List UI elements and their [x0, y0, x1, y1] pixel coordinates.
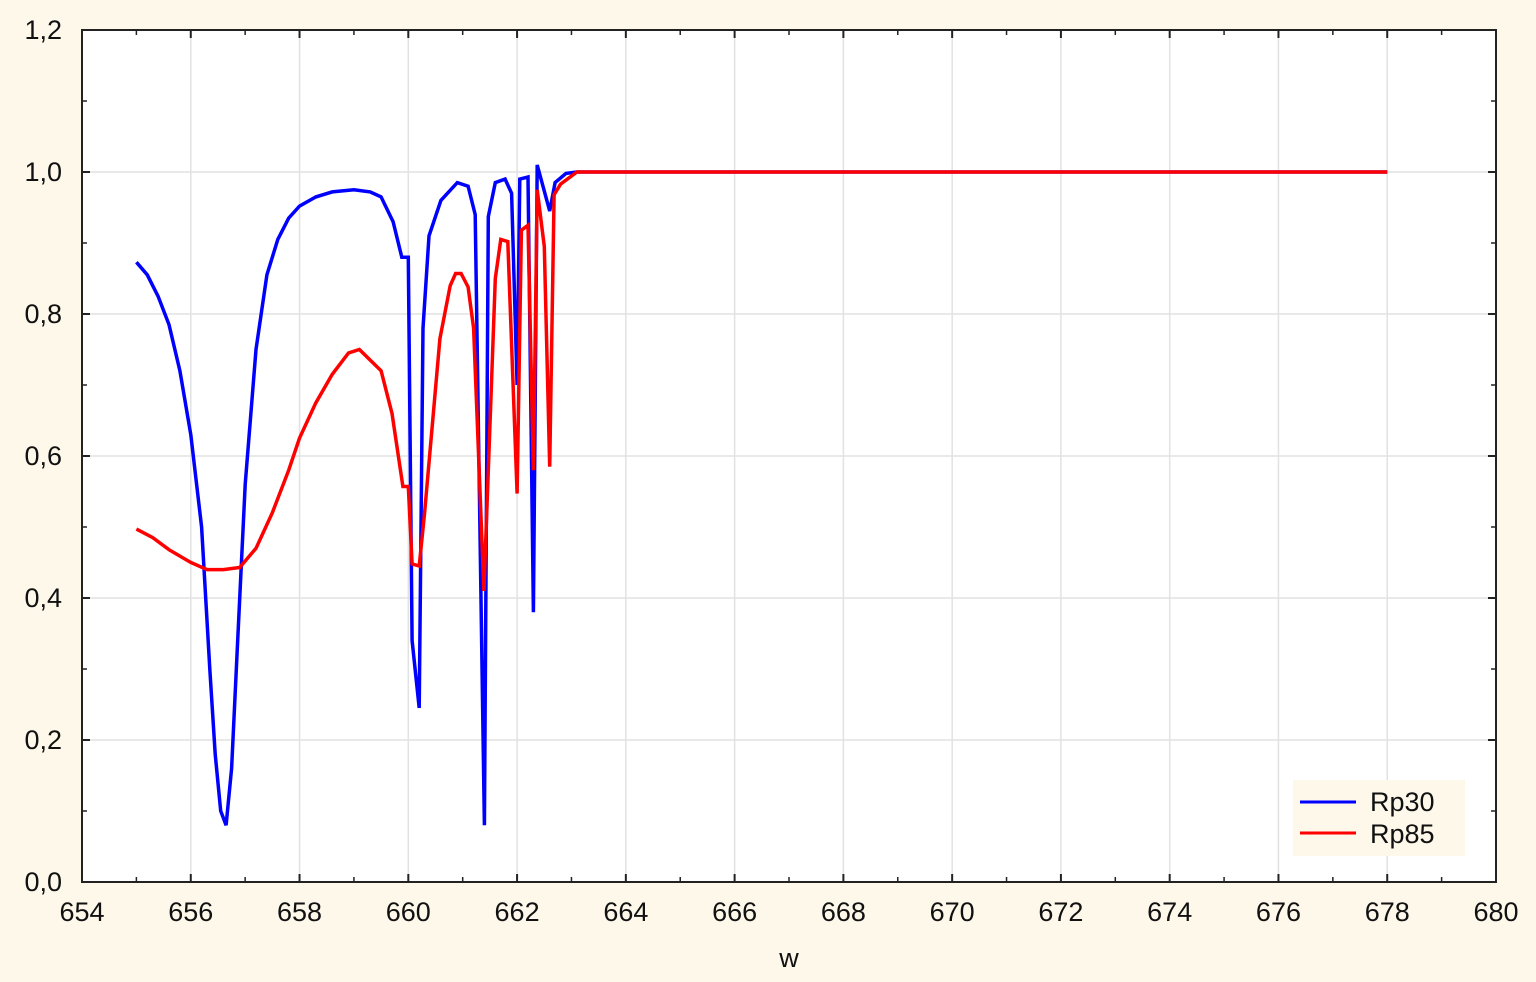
y-tick-label: 0,4: [24, 583, 62, 613]
x-tick-label: 664: [603, 897, 648, 927]
y-tick-label: 0,0: [24, 867, 62, 897]
legend: Rp30 Rp85: [1293, 780, 1465, 856]
series-line-rp30: [135, 164, 1388, 826]
x-axis-label: w: [778, 943, 799, 973]
x-tick-label: 670: [930, 897, 975, 927]
x-tick-label: 674: [1147, 897, 1192, 927]
series-line-rp85: [135, 170, 1388, 591]
x-tick-labels: 654 656 658 660 662 664 666 668 670 672 674 676 678 6…: [59, 897, 1518, 927]
x-tick-label: 656: [168, 897, 213, 927]
y-tick-labels: 0,0 0,2 0,4 0,6 0,8 1,0 1,2: [24, 15, 62, 897]
legend-label-rp30: Rp30: [1370, 787, 1435, 817]
legend-label-rp85: Rp85: [1370, 819, 1435, 849]
x-tick-label: 660: [386, 897, 431, 927]
y-tick-label: 1,0: [24, 157, 62, 187]
x-tick-label: 662: [495, 897, 540, 927]
x-tick-label: 676: [1256, 897, 1301, 927]
series-lines: [135, 164, 1388, 826]
x-tick-label: 654: [59, 897, 104, 927]
x-tick-label: 666: [712, 897, 757, 927]
x-tick-label: 658: [277, 897, 322, 927]
x-tick-label: 668: [821, 897, 866, 927]
y-tick-label: 0,8: [24, 299, 62, 329]
x-tick-label: 678: [1365, 897, 1410, 927]
plot-frame: [81, 29, 1497, 883]
y-tick-label: 0,6: [24, 441, 62, 471]
x-tick-label: 680: [1473, 897, 1518, 927]
x-tick-label: 672: [1038, 897, 1083, 927]
legend-box: [1293, 780, 1465, 856]
y-tick-label: 0,2: [24, 725, 62, 755]
y-tick-label: 1,2: [24, 15, 62, 45]
